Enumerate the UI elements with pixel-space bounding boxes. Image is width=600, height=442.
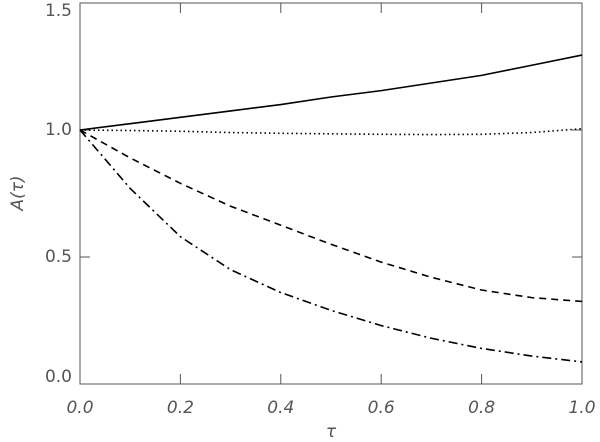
y-tick-label: 1.5 [45,1,72,21]
series-line [79,127,583,136]
series-line [79,129,583,363]
x-axis-label: τ [326,422,337,442]
y-tick-label: 0.5 [45,247,72,267]
x-tick-label: 1.0 [568,398,595,418]
x-tick-label: 0.2 [167,398,194,418]
x-tick-label: 0.6 [368,398,395,418]
y-tick-label: 1.0 [45,120,72,140]
x-tick-label: 0.4 [267,398,294,418]
series-line [79,54,583,131]
plot-frame [79,2,583,385]
x-tick-label: 0.8 [468,398,495,418]
y-axis-label: A(τ) [8,175,28,211]
y-tick-label: 0.0 [45,367,72,387]
series-line [79,129,583,303]
x-tick-label: 0.0 [66,398,93,418]
